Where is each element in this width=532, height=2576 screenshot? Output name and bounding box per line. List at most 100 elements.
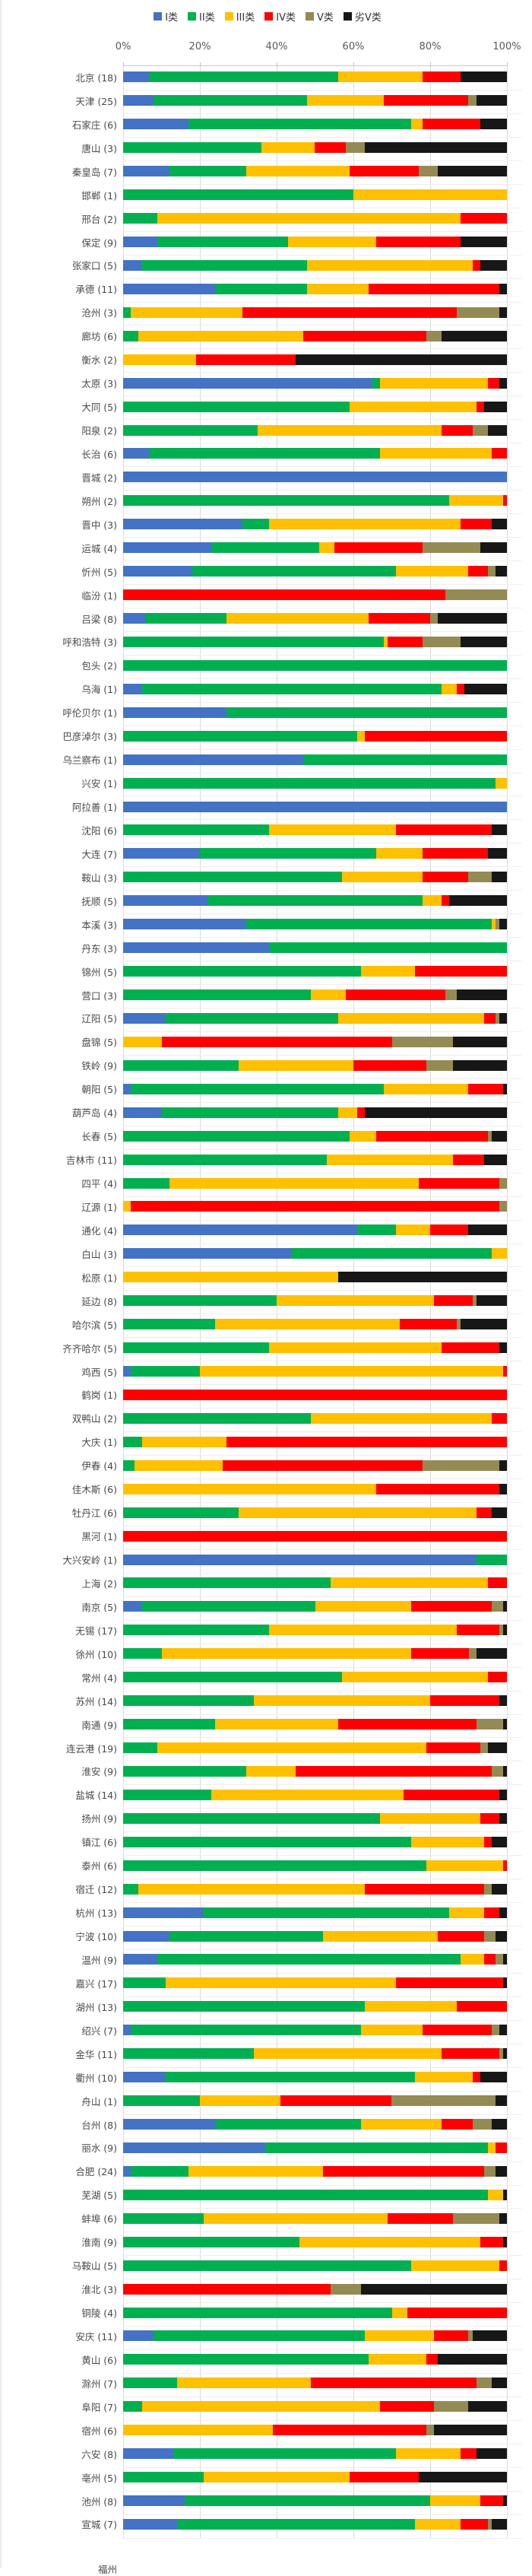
legend-swatch xyxy=(305,12,314,21)
bar-segment-III类 xyxy=(253,2048,442,2060)
bar-segment-III类 xyxy=(123,354,196,365)
bar-segment-I类 xyxy=(123,2072,166,2083)
bar-segment-IV类 xyxy=(426,2354,439,2365)
bar-segment-I类 xyxy=(123,1107,162,1118)
chart-row: 舟山 (1) xyxy=(2,2089,532,2113)
legend-swatch xyxy=(343,12,352,21)
chart-row: 大庆 (1) xyxy=(2,1430,532,1453)
bar-segment-劣V类 xyxy=(464,683,507,694)
row-gridline xyxy=(123,537,522,538)
bar-segment-IV类 xyxy=(472,2072,480,2083)
bar-segment-IV类 xyxy=(365,730,507,742)
row-gridline xyxy=(123,1031,522,1032)
row-gridline xyxy=(123,2537,522,2539)
row-gridline xyxy=(123,2208,522,2209)
bar-segment-I类 xyxy=(123,683,143,694)
stacked-bar xyxy=(123,189,507,201)
chart-row: 包头 (2) xyxy=(2,653,532,677)
bar-segment-II类 xyxy=(215,283,308,294)
bar-segment-劣V类 xyxy=(491,1883,507,1895)
bar-segment-III类 xyxy=(487,2189,503,2200)
stacked-bar xyxy=(123,1248,507,1259)
row-gridline xyxy=(123,2349,522,2351)
stacked-bar xyxy=(123,589,507,601)
bar-segment-III类 xyxy=(299,2236,480,2247)
chart-row: 葫芦岛 (4) xyxy=(2,1101,532,1124)
bar-segment-IV类 xyxy=(369,283,499,294)
bar-segment-II类 xyxy=(123,2001,366,2012)
bar-segment-III类 xyxy=(245,166,350,177)
bar-segment-III类 xyxy=(315,1601,411,1612)
stacked-bar xyxy=(123,1201,507,1212)
bar-segment-劣V类 xyxy=(499,1483,507,1494)
bar-segment-I类 xyxy=(123,1248,293,1259)
stacked-bar xyxy=(123,942,507,954)
row-label: 衡水 (2) xyxy=(81,354,117,367)
bar-segment-III类 xyxy=(135,1460,223,1471)
chart-row: 通化 (4) xyxy=(2,1218,532,1242)
chart-row: 乌海 (1) xyxy=(2,677,532,700)
chart-row: 淮北 (3) xyxy=(2,2277,532,2301)
stacked-bar xyxy=(123,2283,507,2295)
bar-segment-III类 xyxy=(322,1930,439,1942)
bar-segment-IV类 xyxy=(457,683,465,694)
bar-segment-III类 xyxy=(369,2354,426,2365)
bar-segment-IV类 xyxy=(438,1930,484,1942)
bar-segment-劣V类 xyxy=(491,1507,507,1518)
bar-segment-III类 xyxy=(176,2377,312,2389)
stacked-bar xyxy=(123,872,507,883)
row-gridline xyxy=(123,890,522,891)
bar-segment-V类 xyxy=(426,2425,435,2436)
row-label: 无锡 (17) xyxy=(75,1625,117,1637)
row-label: 运城 (4) xyxy=(81,542,117,554)
row-gridline xyxy=(123,1666,522,1668)
bar-segment-劣V类 xyxy=(468,1224,507,1236)
bar-segment-II类 xyxy=(123,824,269,836)
bar-segment-劣V类 xyxy=(502,1954,507,1965)
bar-segment-劣V类 xyxy=(491,1836,507,1847)
row-gridline xyxy=(123,254,522,256)
chart-row: 温州 (9) xyxy=(2,1948,532,1971)
stacked-bar xyxy=(123,2189,507,2200)
bar-segment-III类 xyxy=(311,989,346,1001)
chart-row: 辽阳 (5) xyxy=(2,1007,532,1031)
chart-row: 阳泉 (2) xyxy=(2,418,532,442)
bar-segment-II类 xyxy=(123,213,158,224)
row-label: 哈尔滨 (5) xyxy=(71,1319,117,1331)
chart-row: 秦皇岛 (7) xyxy=(2,160,532,183)
row-label: 丹东 (3) xyxy=(81,942,117,954)
bar-segment-I类 xyxy=(123,613,147,624)
chart-row: 辽源 (1) xyxy=(2,1195,532,1218)
row-label: 衢州 (10) xyxy=(75,2072,117,2084)
bar-segment-劣V类 xyxy=(480,119,507,130)
row-label: 四平 (4) xyxy=(81,1178,117,1190)
bar-segment-III类 xyxy=(337,71,423,83)
bar-segment-III类 xyxy=(142,2401,381,2412)
bar-segment-II类 xyxy=(264,2142,488,2153)
row-gridline xyxy=(123,348,522,350)
bar-segment-IV类 xyxy=(410,1648,469,1660)
row-gridline xyxy=(123,395,522,397)
row-label: 大同 (5) xyxy=(81,402,117,414)
chart-row: 抚顺 (5) xyxy=(2,889,532,913)
row-label: 鸡西 (5) xyxy=(81,1366,117,1378)
bar-segment-III类 xyxy=(384,636,388,647)
chart-row: 邯郸 (1) xyxy=(2,183,532,207)
bar-segment-I类 xyxy=(123,2518,177,2530)
chart-row: 大连 (7) xyxy=(2,842,532,866)
row-label: 锦州 (5) xyxy=(81,966,117,978)
bar-segment-劣V类 xyxy=(487,1742,507,1754)
bar-segment-劣V类 xyxy=(449,895,507,907)
bar-segment-IV类 xyxy=(442,424,473,436)
bar-segment-IV类 xyxy=(280,2095,392,2107)
stacked-bar xyxy=(123,542,507,554)
bar-segment-劣V类 xyxy=(365,142,507,154)
bar-segment-III类 xyxy=(165,1977,396,1989)
row-label: 盘锦 (5) xyxy=(81,1037,117,1049)
row-gridline xyxy=(123,2466,522,2468)
bar-segment-IV类 xyxy=(349,166,419,177)
bar-segment-I类 xyxy=(123,2119,216,2130)
bar-segment-III类 xyxy=(245,1765,296,1777)
bar-segment-V类 xyxy=(476,1719,503,1730)
chart-row: 齐齐哈尔 (5) xyxy=(2,1336,532,1360)
